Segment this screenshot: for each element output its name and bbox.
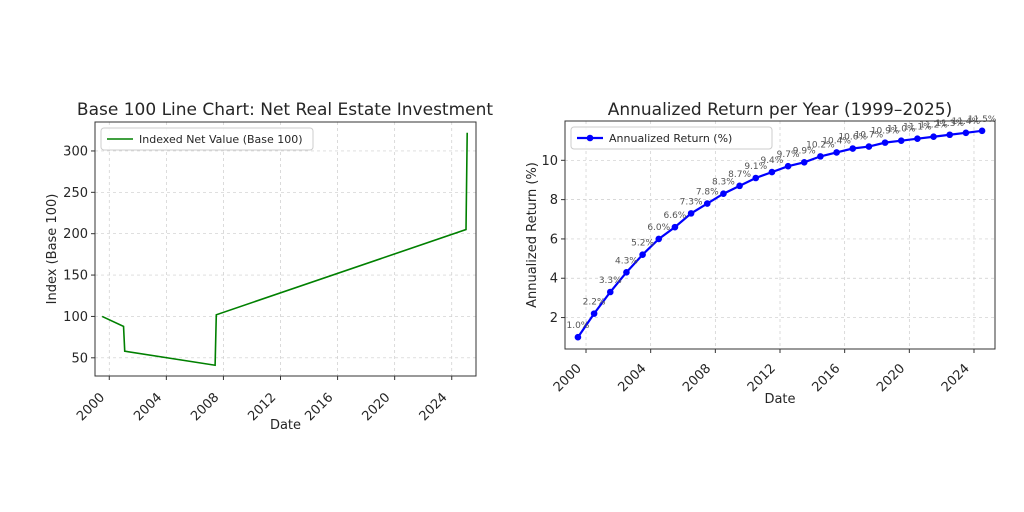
data-point [671, 223, 679, 231]
x-tick-label: 2000 [551, 361, 585, 395]
data-point [736, 182, 743, 190]
data-label: 7.8% [696, 188, 719, 198]
data-label: 11.1% [903, 123, 932, 133]
chart-title: Annualized Return per Year (1999–2025) [608, 100, 953, 120]
x-tick-label: 2024 [939, 361, 973, 395]
x-tick-label: 2024 [417, 390, 451, 424]
plot-frame [94, 121, 477, 377]
x-tick-label: 2020 [359, 390, 393, 424]
data-label: 6.0% [647, 223, 670, 233]
data-point [623, 269, 630, 276]
x-tick-label: 2004 [615, 361, 649, 395]
annualized-return-chart: 2000 2004 2008 2012 2016 2020 2024 2 4 6 8 10 1.0% 2.… [525, 100, 997, 407]
data-label: 11.2% [919, 121, 948, 131]
y-tick-label: 200 [63, 227, 88, 242]
x-tick-label: 2020 [874, 361, 908, 395]
data-label: 10.6% [838, 133, 867, 143]
y-tick-label: 100 [63, 310, 88, 325]
data-label: 8.7% [728, 170, 751, 180]
x-tick-label: 2016 [809, 361, 843, 395]
y-tick-label: 6 [550, 232, 558, 247]
data-label: 10.4% [822, 136, 851, 146]
data-point [655, 235, 663, 243]
data-point [897, 137, 905, 144]
data-label: 11.0% [887, 125, 916, 135]
x-axis-label: Date [270, 418, 301, 433]
data-point [800, 158, 808, 166]
data-point [978, 127, 986, 135]
y-tick-label: 8 [550, 193, 558, 208]
data-label: 5.2% [631, 239, 654, 249]
series-line [101, 132, 469, 367]
data-point [574, 333, 582, 341]
y-tick-label: 10 [541, 154, 558, 169]
data-point [833, 149, 840, 156]
data-label: 3.3% [599, 276, 622, 286]
y-tick-label: 50 [71, 351, 88, 366]
y-tick-label: 2 [550, 311, 558, 326]
data-label: 11.4% [952, 117, 981, 127]
data-point [687, 210, 695, 217]
x-tick-label: 2008 [680, 361, 714, 395]
x-tick-label: 2008 [188, 390, 222, 424]
data-label: 1.0% [566, 321, 589, 331]
data-point [962, 129, 970, 137]
x-tick-label: 2012 [745, 361, 779, 395]
y-tick-label: 4 [550, 272, 558, 287]
x-tick-label: 2000 [74, 390, 108, 424]
base-100-chart: 2000 2004 2008 2012 2016 2020 2024501001502002… [45, 100, 493, 433]
data-point [639, 251, 646, 258]
legend-label: Annualized Return (%) [609, 132, 732, 145]
y-tick-label: 250 [63, 186, 88, 201]
legend-box [100, 127, 314, 151]
data-point [930, 133, 937, 141]
data-label: 10.2% [806, 140, 835, 150]
y-tick-label: 150 [63, 269, 88, 284]
data-point [865, 143, 873, 150]
data-label: 6.6% [663, 211, 686, 221]
data-point [752, 174, 760, 182]
data-point [946, 131, 954, 139]
data-label: 9.4% [760, 156, 783, 166]
data-point [703, 200, 711, 207]
legend-label: Indexed Net Value (Base 100) [139, 133, 303, 146]
data-label: 4.3% [615, 256, 638, 266]
data-label: 11.5% [968, 115, 997, 125]
data-label: 10.7% [855, 131, 884, 141]
x-tick-label: 2016 [302, 390, 336, 424]
data-point [881, 139, 889, 146]
data-label: 10.9% [871, 127, 900, 137]
y-axis-label: Index (Base 100) [45, 194, 60, 305]
y-tick-label: 300 [63, 144, 88, 159]
x-tick-label: 2004 [131, 390, 165, 424]
y-axis-label: Annualized Return (%) [525, 162, 540, 308]
data-label: 9.1% [744, 162, 767, 172]
data-label: 2.2% [583, 298, 606, 308]
data-label: 8.3% [712, 178, 735, 188]
data-point [606, 288, 614, 296]
data-point [849, 145, 857, 152]
data-point [720, 190, 727, 198]
data-point [817, 153, 824, 160]
data-label: 11.3% [935, 119, 964, 129]
data-label: 7.3% [680, 197, 703, 207]
legend-marker [586, 134, 594, 142]
data-point [590, 310, 598, 317]
chart-title: Base 100 Line Chart: Net Real Estate Inv… [77, 100, 493, 120]
data-point [914, 135, 921, 142]
legend-box [570, 126, 773, 150]
data-label: 9.9% [793, 146, 816, 156]
plot-frame [564, 120, 996, 350]
x-axis-label: Date [764, 392, 795, 407]
data-point [768, 168, 776, 176]
data-label: 9.7% [777, 150, 800, 160]
data-point [784, 162, 792, 170]
